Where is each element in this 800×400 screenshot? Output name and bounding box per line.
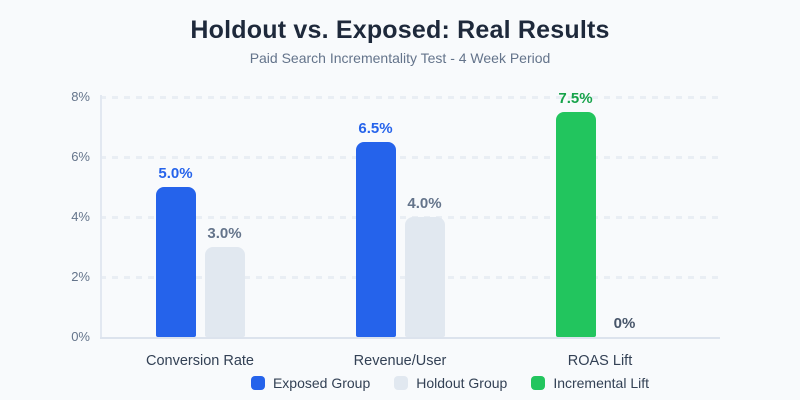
y-axis-line [100, 95, 102, 339]
gridline-y [100, 96, 720, 99]
x-axis-category-label: ROAS Lift [567, 353, 633, 369]
bar-value-label: 3.0% [207, 225, 242, 242]
bar-holdout-group [204, 247, 245, 337]
legend-item-incremental-lift[interactable]: Incremental Lift [531, 375, 649, 391]
legend-label: Exposed Group [272, 375, 371, 391]
bar-value-label: 5.0% [158, 165, 193, 182]
legend-item-holdout-group[interactable]: Holdout Group [394, 375, 507, 391]
bar-exposed-group [355, 142, 396, 337]
chart-subtitle: Paid Search Incrementality Test - 4 Week… [249, 50, 551, 66]
chart-legend: Exposed Group Holdout Group Incremental Li… [100, 375, 800, 391]
bar-value-label: 7.5% [558, 90, 593, 107]
legend-swatch [394, 376, 409, 390]
x-axis-line [100, 337, 720, 339]
y-axis-tick-label: 0% [71, 329, 90, 344]
y-axis-tick-label: 2% [71, 269, 90, 284]
bar-value-label: 6.5% [358, 120, 393, 137]
bar-value-label: 4.0% [407, 195, 442, 212]
gridline-y [100, 156, 720, 159]
bar-holdout-group [404, 217, 445, 337]
y-axis-tick-label: 6% [71, 149, 90, 164]
bar-value-label: 0% [613, 315, 636, 332]
legend-swatch [250, 376, 265, 390]
legend-label: Holdout Group [416, 375, 508, 391]
bar-exposed-group [155, 187, 196, 337]
chart-title: Holdout vs. Exposed: Real Results [190, 16, 610, 44]
x-axis-category-label: Conversion Rate [146, 353, 254, 369]
bar-incremental-lift [555, 112, 596, 337]
x-axis-category-label: Revenue/User [353, 353, 447, 369]
y-axis-tick-label: 8% [71, 89, 90, 104]
legend-item-exposed-group[interactable]: Exposed Group [250, 375, 371, 391]
legend-label: Incremental Lift [553, 375, 650, 391]
y-axis-tick-label: 4% [71, 209, 90, 224]
legend-swatch [531, 376, 546, 390]
